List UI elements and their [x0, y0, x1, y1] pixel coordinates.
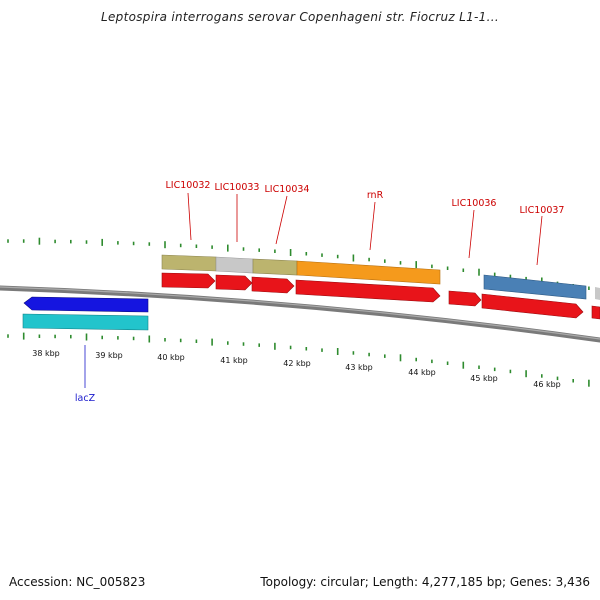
scale-labels: 38 kbp 39 kbp 40 kbp 41 kbp 42 kbp 43 kb…: [32, 349, 561, 389]
feature-steelblue[interactable]: [483, 274, 587, 300]
cds-row: [161, 272, 600, 320]
scale-label: 41 kbp: [220, 356, 248, 365]
scale-label: 42 kbp: [283, 359, 311, 368]
feature-orange[interactable]: [296, 260, 441, 285]
feature-olive-2[interactable]: [252, 258, 298, 276]
feature-olive-1[interactable]: [161, 254, 217, 272]
cds-arrow[interactable]: [161, 272, 216, 289]
feature-gray-2[interactable]: [595, 287, 600, 300]
backbone: [0, 285, 600, 343]
gene-label-lacz[interactable]: lacZ: [75, 393, 96, 404]
accession-text: Accession: NC_005823: [9, 575, 146, 589]
summary-text: Topology: circular; Length: 4,277,185 bp…: [260, 575, 590, 589]
map-title: Leptospira interrogans serovar Copenhage…: [101, 10, 499, 24]
gene-label-lic10032[interactable]: LIC10032: [166, 180, 211, 191]
cds-arrow[interactable]: [215, 274, 253, 291]
feature-row-upper: [161, 254, 600, 300]
cds-arrow[interactable]: [295, 279, 441, 303]
label-leaders: [187, 192, 543, 266]
scale-label: 45 kbp: [470, 374, 498, 383]
feature-teal[interactable]: [22, 313, 149, 331]
gene-label-rnr[interactable]: rnR: [367, 190, 384, 201]
feature-gray-1[interactable]: [215, 256, 254, 274]
gene-label-lic10037[interactable]: LIC10037: [520, 205, 565, 216]
gene-labels: LIC10032 LIC10033 LIC10034 rnR LIC10036 …: [166, 180, 565, 216]
scale-label: 44 kbp: [408, 368, 436, 377]
scale-label: 39 kbp: [95, 351, 123, 360]
gene-label-lic10033[interactable]: LIC10033: [215, 182, 260, 193]
gene-label-lic10036[interactable]: LIC10036: [452, 198, 497, 209]
scale-label: 46 kbp: [533, 380, 561, 389]
scale-label: 43 kbp: [345, 363, 373, 372]
scale-label: 38 kbp: [32, 349, 60, 358]
cds-arrow[interactable]: [448, 290, 482, 307]
cds-arrow[interactable]: [591, 305, 600, 320]
gene-label-lic10034[interactable]: LIC10034: [265, 184, 310, 195]
lacz-arrow[interactable]: [23, 296, 149, 313]
scale-label: 40 kbp: [157, 353, 185, 362]
tick-row-bottom: [7, 332, 590, 387]
cds-arrow[interactable]: [481, 293, 584, 319]
cds-arrow[interactable]: [251, 276, 295, 294]
